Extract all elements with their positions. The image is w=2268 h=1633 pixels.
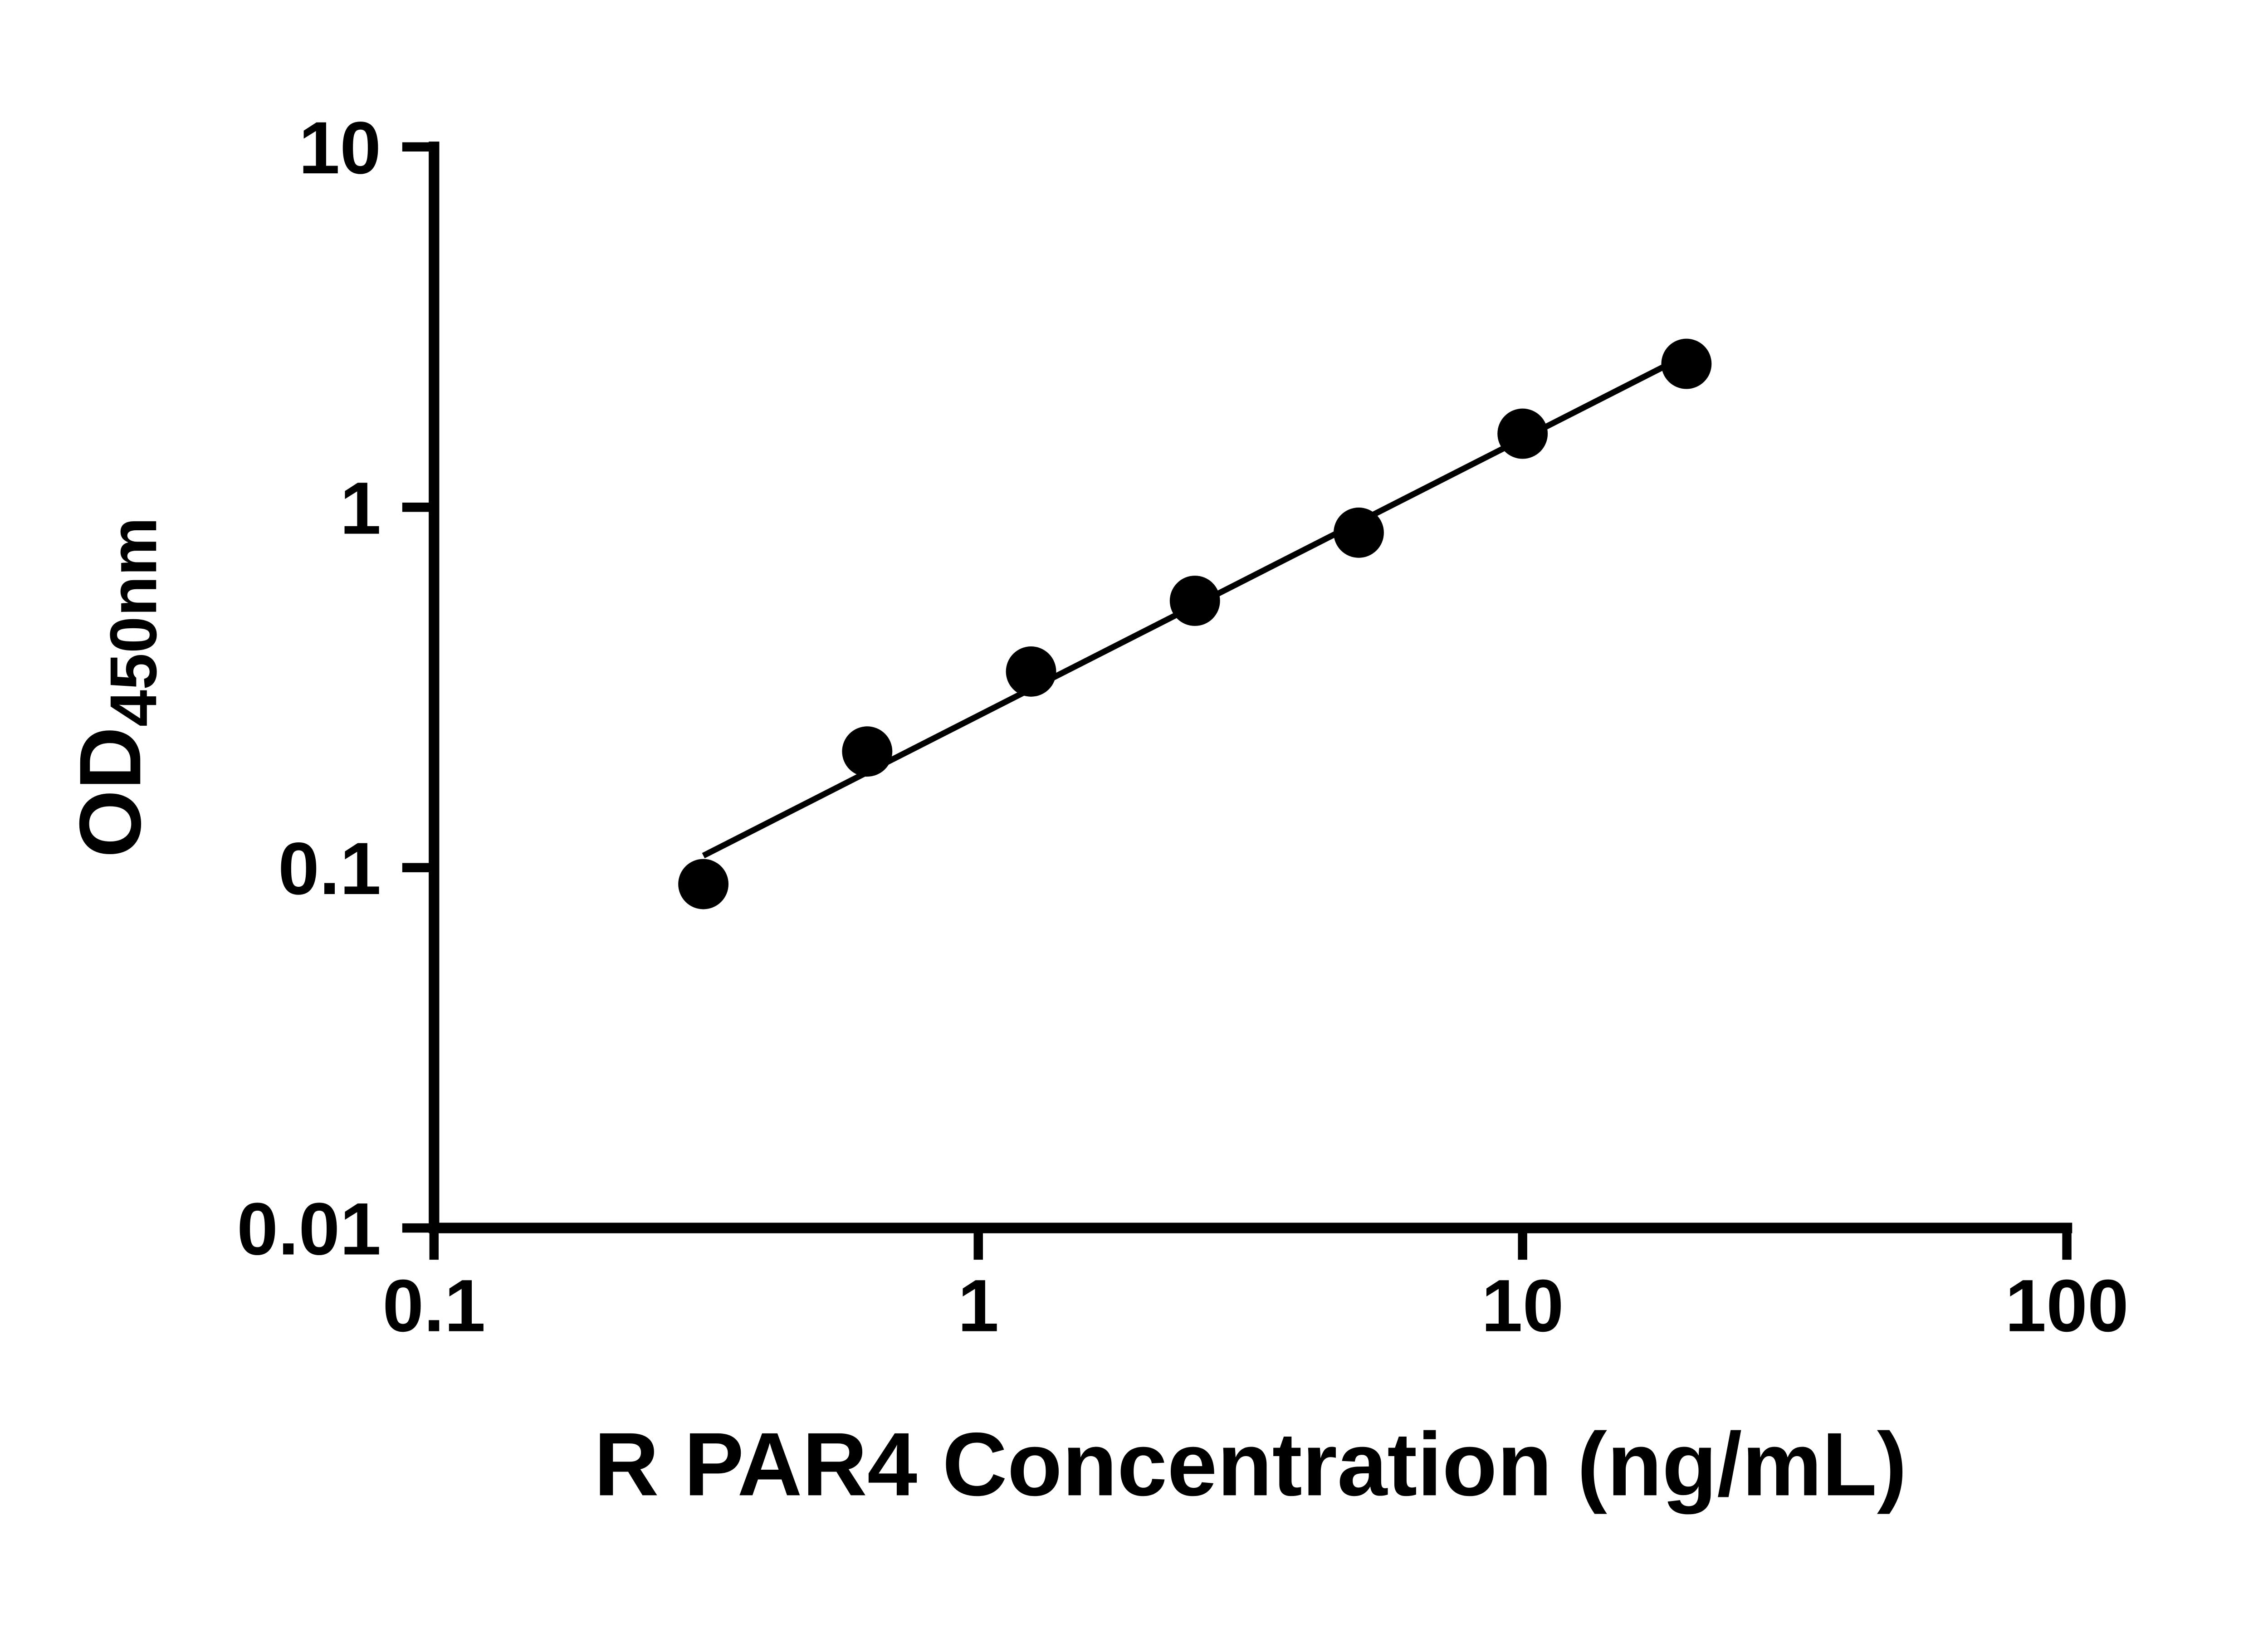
y-axis-tick-label: 1 [340, 467, 381, 550]
x-axis-tick-label: 1 [958, 1264, 999, 1347]
data-point [1334, 507, 1384, 558]
y-axis-title: OD450nm [61, 517, 170, 858]
y-axis-tick-label: 0.01 [237, 1187, 381, 1270]
data-point [842, 726, 893, 777]
data-point [1661, 338, 1712, 389]
y-axis-title-subscript: 450nm [96, 517, 170, 727]
data-point [678, 859, 729, 909]
y-axis-tick-label: 10 [298, 106, 381, 189]
x-axis-tick-label: 10 [1481, 1264, 1564, 1347]
axis-spine [429, 142, 2072, 1233]
y-axis-tick-label: 0.1 [278, 827, 381, 910]
y-axis-title-main: OD [61, 727, 159, 858]
x-axis-tick-label: 100 [2005, 1264, 2129, 1347]
standard-curve-figure: 0.1 1 10 100 0.01 0.1 1 10 R PAR4 Concentration … [61, 106, 2129, 1515]
x-axis-tick-label: 0.1 [382, 1264, 485, 1347]
data-point [1497, 408, 1548, 459]
data-point [1169, 576, 1220, 626]
chart-page: 0.1 1 10 100 0.01 0.1 1 10 R PAR4 Concentration … [61, 106, 2129, 1515]
data-point [1006, 646, 1056, 697]
x-axis-title: R PAR4 Concentration (ng/mL) [594, 1414, 1907, 1515]
